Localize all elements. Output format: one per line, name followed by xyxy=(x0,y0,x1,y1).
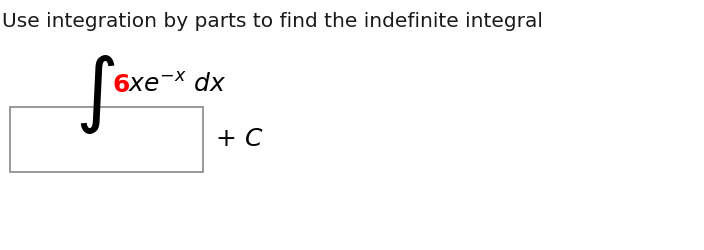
Bar xyxy=(10,107,203,172)
Text: Use integration by parts to find the indefinite integral: Use integration by parts to find the ind… xyxy=(2,12,543,31)
Text: $xe^{-x}\ dx$: $xe^{-x}\ dx$ xyxy=(128,73,227,97)
Text: $\int$: $\int$ xyxy=(75,54,115,136)
Text: $+\ C$: $+\ C$ xyxy=(215,128,263,152)
Text: $\mathbf{6}$: $\mathbf{6}$ xyxy=(112,73,130,97)
